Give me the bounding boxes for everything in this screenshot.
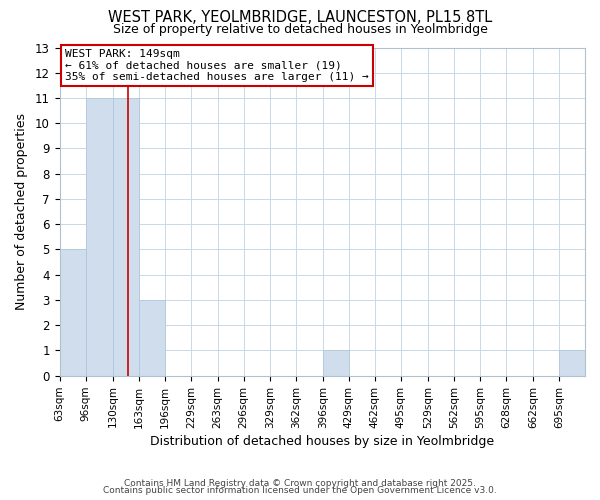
Bar xyxy=(113,98,139,375)
X-axis label: Distribution of detached houses by size in Yeolmbridge: Distribution of detached houses by size … xyxy=(150,434,494,448)
Text: Contains public sector information licensed under the Open Government Licence v3: Contains public sector information licen… xyxy=(103,486,497,495)
Bar xyxy=(323,350,349,376)
Text: Contains HM Land Registry data © Crown copyright and database right 2025.: Contains HM Land Registry data © Crown c… xyxy=(124,478,476,488)
Text: WEST PARK: 149sqm
← 61% of detached houses are smaller (19)
35% of semi-detached: WEST PARK: 149sqm ← 61% of detached hous… xyxy=(65,49,368,82)
Y-axis label: Number of detached properties: Number of detached properties xyxy=(15,113,28,310)
Bar xyxy=(59,250,86,376)
Bar xyxy=(139,300,165,376)
Bar xyxy=(86,98,113,375)
Text: WEST PARK, YEOLMBRIDGE, LAUNCESTON, PL15 8TL: WEST PARK, YEOLMBRIDGE, LAUNCESTON, PL15… xyxy=(108,10,492,25)
Text: Size of property relative to detached houses in Yeolmbridge: Size of property relative to detached ho… xyxy=(113,22,487,36)
Bar xyxy=(559,350,585,376)
